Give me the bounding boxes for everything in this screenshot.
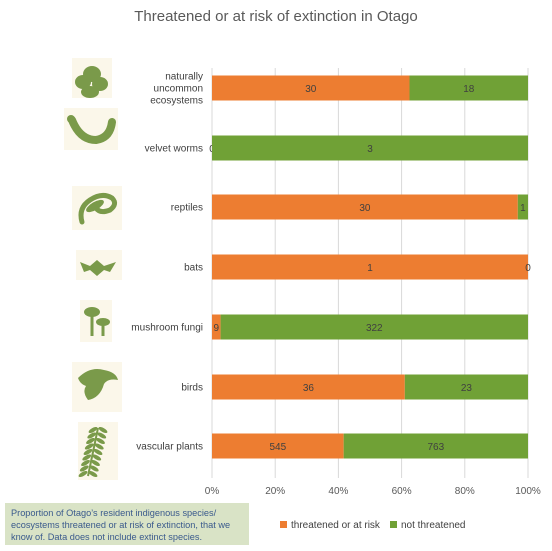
- x-tick-label: 60%: [392, 486, 412, 497]
- data-label: 9: [214, 323, 220, 334]
- data-label: 1: [367, 263, 373, 274]
- category-label: reptiles: [171, 203, 203, 214]
- data-label: 545: [269, 442, 286, 453]
- bar-segment: [212, 433, 344, 459]
- data-label: 23: [461, 383, 473, 394]
- category-icons: [64, 58, 122, 480]
- x-tick-label: 0%: [205, 486, 220, 497]
- bar-segment: [517, 194, 528, 220]
- legend-swatch: [280, 521, 287, 528]
- category-labels: naturally uncommon ecosystems velvet worms r…: [131, 72, 203, 453]
- data-label: 18: [463, 84, 475, 95]
- category-label: mushroom fungi: [131, 323, 203, 334]
- data-label: 1: [520, 203, 526, 214]
- mushroom-icon: [80, 300, 112, 342]
- bar-segment: [212, 314, 221, 340]
- bar-segment: [212, 194, 518, 220]
- bar-segment: [220, 314, 528, 340]
- category-label: vascular plants: [136, 442, 203, 453]
- x-tick-label: 80%: [455, 486, 475, 497]
- legend-label: not threatened: [401, 520, 466, 531]
- data-label: 0: [525, 263, 531, 274]
- legend-label: threatened or at risk: [291, 520, 381, 531]
- bar-segment: [409, 75, 528, 101]
- bar-segment: [212, 75, 410, 101]
- x-tick-label: 100%: [515, 486, 541, 497]
- category-label: bats: [184, 263, 203, 274]
- category-label: naturally uncommon ecosystems: [150, 72, 203, 107]
- footnote: Proportion of Otago’s resident indigenou…: [5, 503, 249, 545]
- x-tick-label: 40%: [328, 486, 348, 497]
- bar-segment: [212, 374, 405, 400]
- data-label: 763: [427, 442, 444, 453]
- x-axis-ticks: 0% 20% 40% 60% 80% 100%: [205, 486, 541, 497]
- bar-segment: [404, 374, 528, 400]
- tussock-plant-icon: [72, 58, 112, 98]
- velvet-worm-icon: [64, 108, 118, 150]
- data-label: 30: [305, 84, 317, 95]
- chart-title: Threatened or at risk of extinction in O…: [134, 8, 418, 25]
- data-label: 3: [367, 144, 373, 155]
- bat-icon: [76, 250, 122, 280]
- data-label: 30: [359, 203, 371, 214]
- legend: threatened or at risk not threatened: [280, 520, 466, 531]
- bars: 3018033011093223623545763: [209, 75, 531, 459]
- bar-segment: [212, 135, 528, 161]
- category-label: birds: [181, 383, 203, 394]
- data-label: 36: [303, 383, 315, 394]
- fern-icon: [78, 422, 118, 480]
- bar-segment: [212, 254, 528, 280]
- bird-icon: [72, 362, 122, 412]
- legend-swatch: [390, 521, 397, 528]
- data-label: 322: [366, 323, 383, 334]
- x-tick-label: 20%: [265, 486, 285, 497]
- category-label: velvet worms: [145, 144, 203, 155]
- bar-segment: [343, 433, 528, 459]
- lizard-icon: [72, 186, 122, 230]
